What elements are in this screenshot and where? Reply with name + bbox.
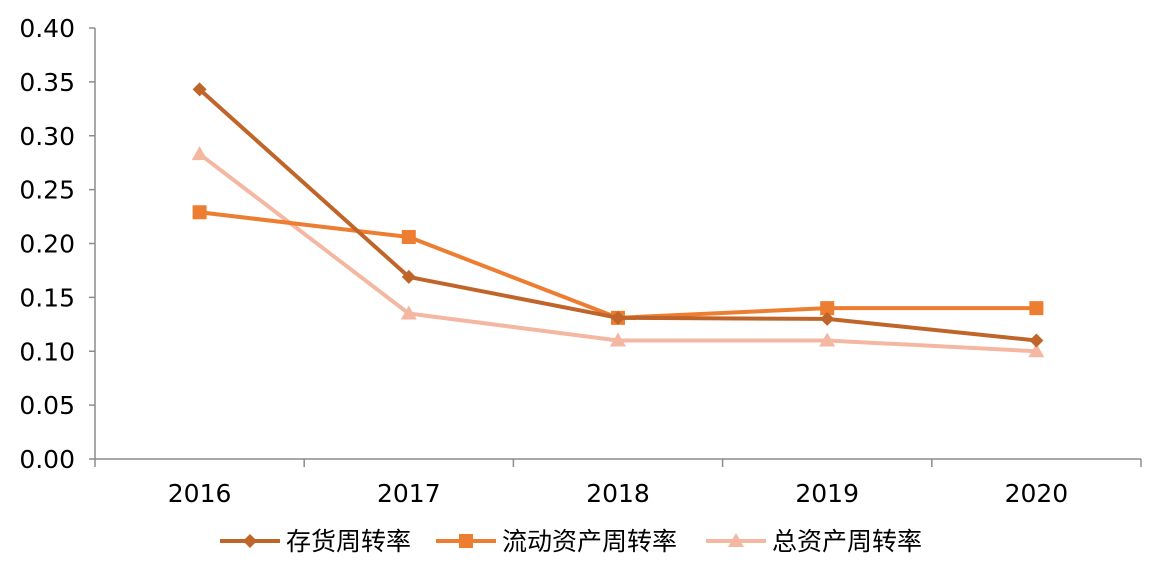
legend-marker-diamond xyxy=(243,534,257,548)
data-point-total-asset-turnover xyxy=(191,146,208,161)
data-point-total-asset-turnover xyxy=(1028,343,1045,358)
legend-item-current-asset-turnover: 流动资产周转率 xyxy=(436,527,677,556)
x-tick-label: 2018 xyxy=(586,479,650,508)
data-point-total-asset-turnover xyxy=(400,305,417,320)
legend-marker-triangle xyxy=(728,533,744,547)
y-tick-label: 0.10 xyxy=(19,337,75,366)
data-point-total-asset-turnover xyxy=(819,332,836,347)
data-point-current-asset-turnover xyxy=(401,230,416,245)
data-point-inventory-turnover xyxy=(1029,333,1044,348)
legend-label: 流动资产周转率 xyxy=(502,527,677,556)
y-tick-label: 0.15 xyxy=(19,283,75,312)
legend-item-total-asset-turnover: 总资产周转率 xyxy=(706,527,922,556)
data-point-current-asset-turnover xyxy=(820,301,835,316)
x-tick-label: 2020 xyxy=(1005,479,1069,508)
x-tick-label: 2017 xyxy=(377,479,441,508)
y-axis: 0.00 0.05 0.10 0.15 0.20 0.25 0.30 0.35 0.40 xyxy=(19,14,96,474)
y-tick-label: 0.20 xyxy=(19,230,75,259)
y-tick-label: 0.05 xyxy=(19,391,75,420)
data-point-current-asset-turnover xyxy=(1029,301,1044,316)
legend: 存货周转率 流动资产周转率 总资产周转率 xyxy=(220,527,922,556)
legend-item-inventory-turnover: 存货周转率 xyxy=(220,527,411,556)
legend-label: 总资产周转率 xyxy=(772,527,922,556)
series-line-inventory-turnover xyxy=(197,87,1039,343)
legend-marker-square xyxy=(459,534,473,548)
y-tick-label: 0.00 xyxy=(19,445,75,474)
y-tick-label: 0.25 xyxy=(19,176,75,205)
series-inventory-turnover xyxy=(192,82,1044,348)
x-tick-label: 2016 xyxy=(168,479,232,508)
series-layer xyxy=(191,82,1045,358)
x-tick-label: 2019 xyxy=(795,479,859,508)
data-point-current-asset-turnover xyxy=(192,205,207,220)
y-tick-label: 0.30 xyxy=(19,122,75,151)
data-point-total-asset-turnover xyxy=(610,332,626,347)
data-point-inventory-turnover xyxy=(401,269,416,284)
series-current-asset-turnover xyxy=(192,205,1044,325)
x-axis: 2016 2017 2018 2019 2020 xyxy=(94,458,1142,508)
series-line-current-asset-turnover xyxy=(197,210,1039,320)
y-tick-label: 0.40 xyxy=(19,14,75,43)
data-point-inventory-turnover xyxy=(820,311,835,326)
series-total-asset-turnover xyxy=(191,146,1045,358)
data-point-inventory-turnover xyxy=(611,310,625,325)
data-point-inventory-turnover xyxy=(192,82,207,97)
legend-label: 存货周转率 xyxy=(286,527,411,556)
y-tick-label: 0.35 xyxy=(19,68,75,97)
